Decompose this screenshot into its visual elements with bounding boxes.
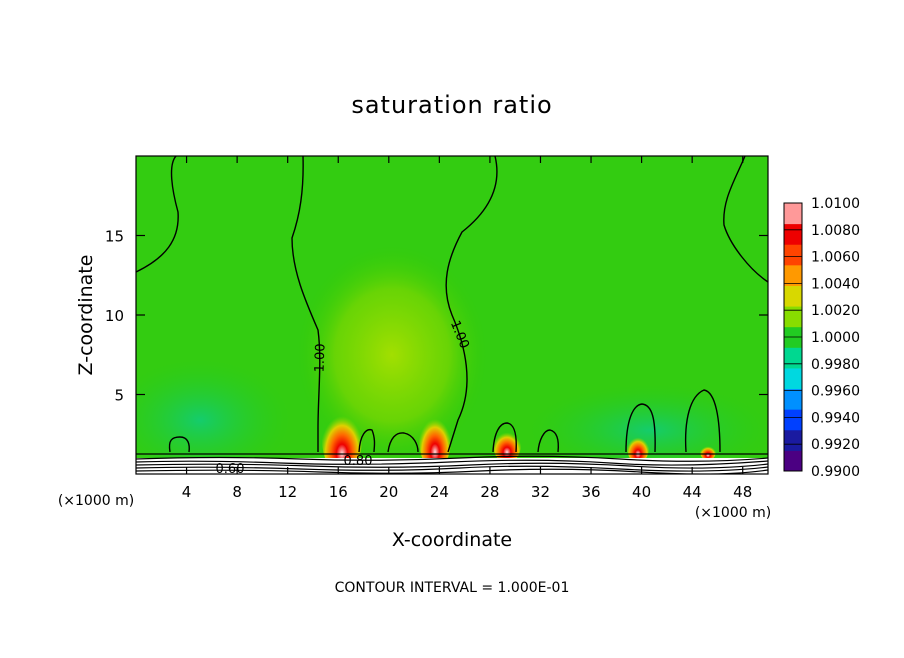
colorbar-tick-label: 0.9960 [811,384,860,400]
x-tick-label: 20 [379,483,398,501]
x-tick-label: 44 [683,483,702,501]
colorbar-swatch [784,223,802,245]
colorbar-tick-label: 1.0060 [811,250,860,266]
colorbar-tick-label: 0.9920 [811,437,860,453]
x-tick-label: 4 [182,483,192,501]
x-tick-label: 24 [430,483,449,501]
x-tick-label: 48 [733,483,752,501]
colorbar-tick-label: 0.9900 [811,464,860,480]
x-tick-label: 16 [329,483,348,501]
x-tick-label: 28 [480,483,499,501]
colorbar-tick-label: 1.0020 [811,303,860,319]
colorbar-swatch [784,367,802,390]
field-cyan-wash-left [136,360,290,474]
x-tick-label: 12 [278,483,297,501]
y-tick-label: 10 [105,307,124,325]
contour-label-4: 0.60 [216,462,245,477]
x-axis-label: X-coordinate [392,529,512,551]
colorbar-tick-label: 0.9940 [811,410,860,426]
chart-title: saturation ratio [351,91,552,119]
colorbar-swatch [784,285,802,307]
colorbar: 1.0100 1.0080 1.0060 1.0040 1.0020 1.0000 0.99… [783,196,860,480]
x-tick-label: 8 [232,483,242,501]
colorbar-swatch [784,409,802,431]
field-hot-2 [419,410,451,470]
colorbar-swatch [784,203,802,225]
colorbar-swatch [784,264,802,286]
x-tick-label: 32 [531,483,550,501]
colorbar-swatch [784,388,802,410]
colorbar-tick-label: 0.9980 [811,357,860,373]
contours-1-00 [136,156,768,453]
colorbar-swatch [784,306,802,328]
colorbar-swatch [784,450,802,472]
colorbar-swatch [784,429,802,451]
x-unit-left: (×1000 m) [58,493,134,509]
field-hot-5 [700,444,716,460]
field-hot-1 [322,406,362,474]
footer-contour-interval: CONTOUR INTERVAL = 1.000E-01 [335,580,570,596]
colorbar-tick-label: 1.0040 [811,276,860,292]
field-hot-4 [627,433,649,463]
colorbar-tick-label: 1.0000 [811,330,860,346]
contour-label-1: 1.00 [313,343,329,372]
colorbar-swatch [784,347,802,369]
y-tick-label: 15 [105,228,124,246]
colorbar-swatch [784,244,802,266]
x-tick-label: 40 [632,483,651,501]
y-ticks: 5 10 15 [105,228,768,405]
x-unit-right: (×1000 m) [695,505,771,521]
contour-label-3: 0.80 [344,454,373,469]
x-ticks: 4 8 12 16 20 24 28 32 36 40 44 48 [182,156,752,501]
colorbar-tick-label: 1.0080 [811,223,860,239]
y-tick-label: 5 [114,387,124,405]
y-axis-label: Z-coordinate [75,255,97,376]
colorbar-tick-label: 1.0100 [811,196,860,212]
x-tick-label: 36 [581,483,600,501]
plot-field: 1.00 1.00 0.80 0.60 [136,156,768,477]
